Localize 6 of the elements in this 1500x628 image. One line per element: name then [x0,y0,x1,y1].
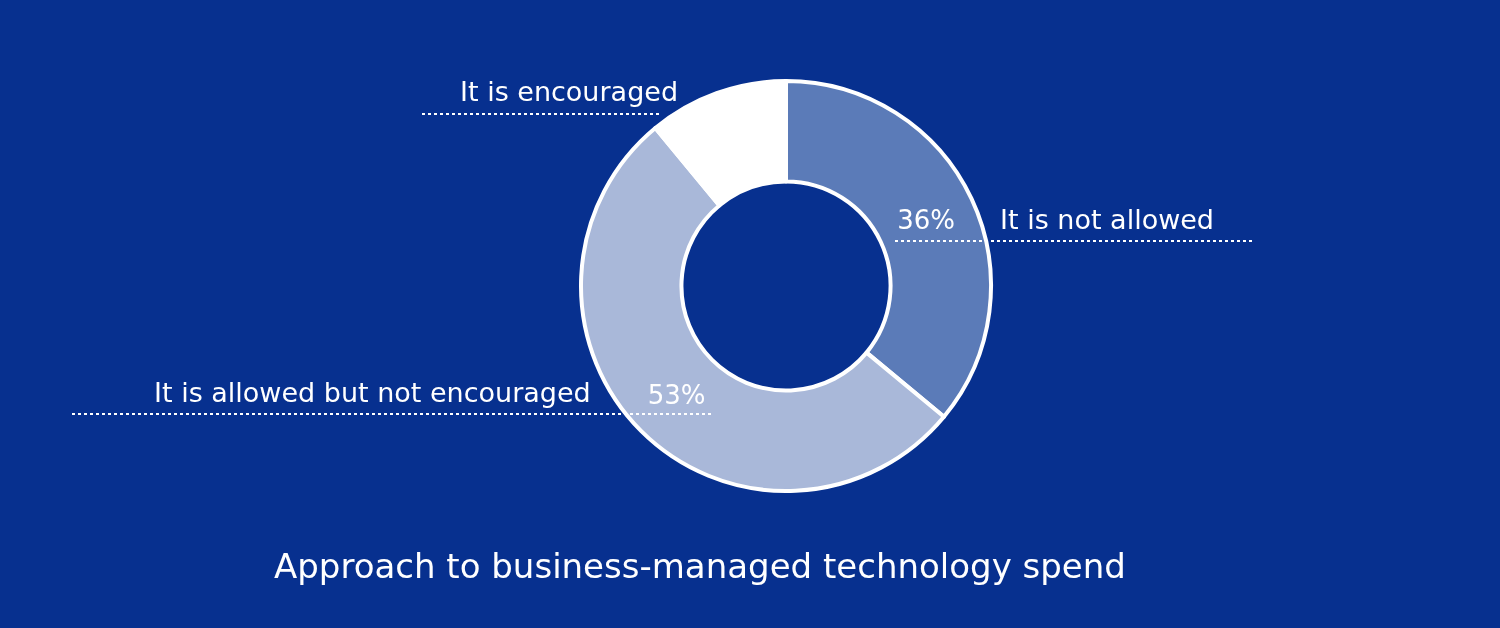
text: Approach to business-managed technology spend [274,546,1126,586]
slice-label: It is not allowed [1000,204,1214,235]
data-label: 53% [647,380,706,411]
data-label: 36% [897,205,955,236]
slice-label: It is allowed but not encouraged [154,377,591,408]
slice-label: It is encouraged [460,76,679,107]
